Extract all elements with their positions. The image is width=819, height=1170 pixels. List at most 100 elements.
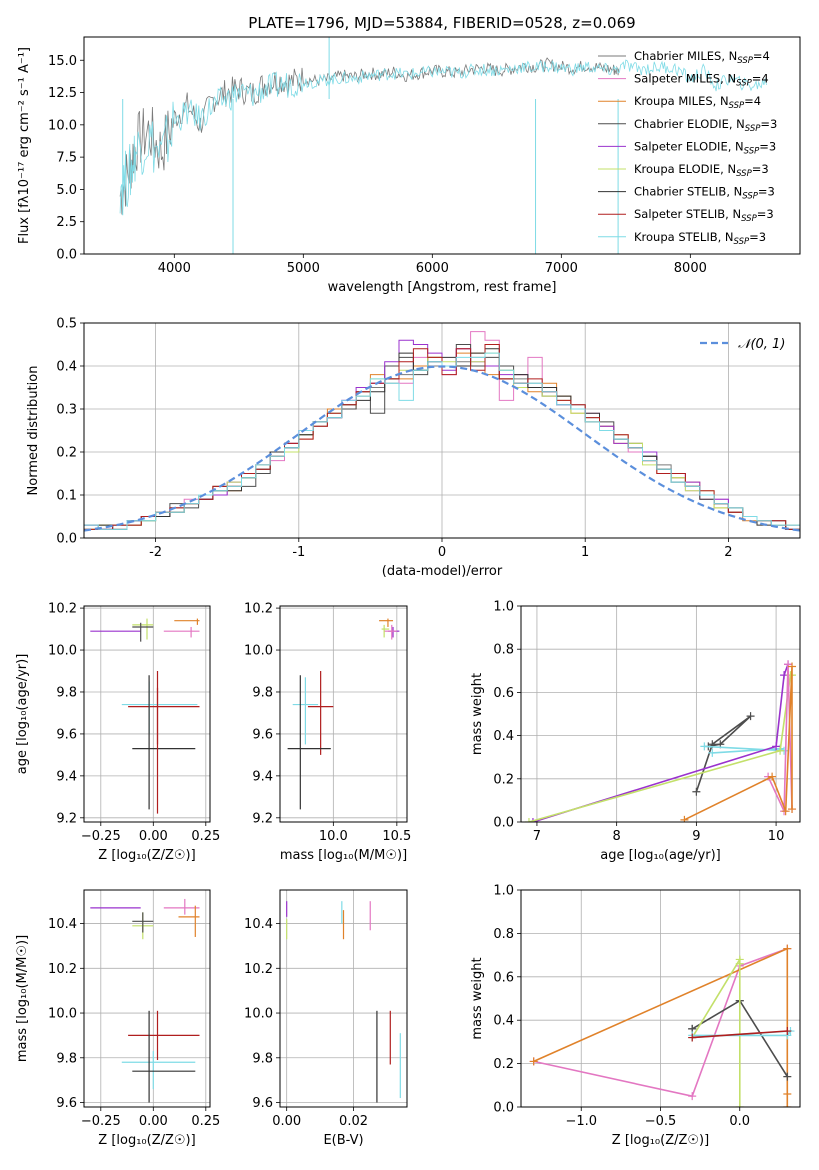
legend-subscript: SSP [742, 192, 758, 202]
y-tick-label: 9.4 [56, 769, 77, 784]
x-tick-label: -1 [292, 545, 305, 560]
y-axis-label: mass weight [470, 673, 485, 755]
plot-frame [83, 605, 211, 823]
y-tick-label: 9.2 [56, 811, 77, 826]
y-axis-label: Normed distribution [26, 366, 41, 496]
legend-label: Chabrier MILES, NSSP=4 [634, 49, 770, 66]
plus-marker [788, 805, 797, 814]
y-tick-label: 15.0 [48, 54, 77, 69]
y-tick-label: 0.8 [493, 927, 514, 942]
y-tick-label: 10.2 [48, 962, 77, 977]
y-tick-label: 1.0 [493, 600, 514, 615]
spectrum-line-chabrier-miles [119, 57, 620, 215]
x-tick-label: 10.5 [382, 829, 411, 844]
y-tick-label: 0.8 [493, 643, 514, 658]
x-tick-label: 0.02 [339, 1114, 368, 1129]
legend-name: Salpeter STELIB, N [634, 207, 741, 221]
y-tick-label: 0.0 [493, 1101, 514, 1116]
legend-name: Kroupa ELODIE, N [634, 162, 736, 176]
mass-weight-vs-metallicity-panel: −1.0 −0.5 0.0 0.0 0.2 0.4 0.6 0.8 1.0 Z [log₁₀(Z/… [470, 884, 801, 1148]
x-tick-label: 10.0 [319, 829, 348, 844]
y-tick-label: 0.4 [493, 729, 514, 744]
legend-label: Chabrier ELODIE, NSSP=3 [634, 117, 777, 134]
y-tick-label: 9.8 [56, 685, 77, 700]
y-tick-label: 7.5 [56, 151, 77, 166]
plus-marker [783, 1103, 792, 1107]
age-vs-metallicity-panel: −0.25 0.00 0.25 9.2 9.4 9.6 9.8 10.0 10.2 Z [log₁… [15, 602, 220, 863]
plot-area [287, 618, 400, 810]
legend-tail: =3 [757, 207, 774, 221]
x-tick-label: 0.00 [139, 1114, 168, 1129]
y-tick-label: 0.0 [493, 816, 514, 831]
x-tick-label: 4000 [158, 261, 191, 276]
legend-label: Salpeter STELIB, NSSP=3 [634, 207, 774, 224]
plus-marker [735, 1103, 744, 1107]
plus-marker [783, 944, 792, 953]
spectrum-line-kroupa-stelib [119, 59, 767, 214]
spectrum-panel: 4000 5000 6000 7000 8000 0.0 2.5 5.0 7.5 10.0 12.5… [17, 14, 801, 295]
x-tick-label: 0.25 [191, 829, 220, 844]
legend-tail: =4 [744, 94, 761, 108]
normal-curve [84, 365, 800, 532]
plus-marker [781, 807, 790, 816]
plot-area [286, 901, 401, 1103]
legend-tail: =3 [749, 230, 766, 244]
weight-line-kroupa-stelib [704, 745, 785, 754]
x-tick-label: −0.25 [81, 829, 121, 844]
y-axis-label: mass [log₁₀(M/M☉)] [15, 935, 30, 1062]
plus-marker [746, 712, 755, 721]
y-tick-label: 9.8 [252, 1051, 273, 1066]
plus-marker [768, 772, 777, 781]
y-tick-label: 10.0 [48, 118, 77, 133]
x-tick-label: 8 [613, 829, 621, 844]
y-tick-label: 10.4 [244, 917, 273, 932]
y-tick-label: 1.0 [493, 884, 514, 899]
y-tick-label: 0.0 [56, 532, 77, 547]
x-tick-label: 0.00 [272, 1114, 301, 1129]
plus-marker [776, 746, 785, 755]
x-tick-label: −0.5 [645, 1114, 677, 1129]
legend-name: Kroupa STELIB, N [634, 230, 734, 244]
plus-marker [528, 818, 537, 822]
legend-name: Kroupa MILES, N [634, 94, 729, 108]
plot-frame [83, 36, 801, 255]
x-axis-label: wavelength [Angstrom, rest frame] [328, 280, 557, 295]
y-tick-label: 10.2 [244, 962, 273, 977]
x-axis-label: (data-model)/error [382, 564, 503, 579]
y-tick-label: 0.6 [493, 970, 514, 985]
x-tick-label: 7 [533, 829, 541, 844]
y-tick-label: 9.8 [56, 1051, 77, 1066]
legend-label: Salpeter ELODIE, NSSP=3 [634, 139, 776, 156]
plus-marker [680, 815, 689, 822]
legend-tail: =3 [760, 117, 777, 131]
weight-line-salpeter-stelib [692, 1030, 788, 1039]
legend-label: Salpeter MILES, NSSP=4 [634, 72, 769, 89]
plus-marker [735, 959, 744, 968]
y-tick-label: 2.5 [56, 215, 77, 230]
x-tick-label: 9 [692, 829, 700, 844]
x-tick-label: 0.0 [729, 1114, 750, 1129]
y-tick-label: 0.2 [493, 772, 514, 787]
plot-area [529, 944, 795, 1107]
y-tick-label: 9.6 [252, 727, 273, 742]
y-tick-label: 10.0 [48, 644, 77, 659]
plot-frame [279, 605, 408, 823]
y-tick-label: 0.0 [56, 248, 77, 263]
y-tick-label: 10.0 [48, 1007, 77, 1022]
y-tick-label: 0.6 [493, 686, 514, 701]
weight-line-salpeter-elodie [532, 664, 789, 822]
y-tick-label: 0.2 [56, 446, 77, 461]
legend-subscript: SSP [736, 79, 752, 89]
legend-name: Chabrier MILES, N [634, 49, 737, 63]
legend-name: Chabrier ELODIE, N [634, 117, 745, 131]
x-tick-label: −1.0 [565, 1114, 597, 1129]
x-tick-label: 2 [724, 545, 732, 560]
y-tick-label: 0.2 [493, 1057, 514, 1072]
x-tick-label: 8000 [674, 261, 707, 276]
y-tick-label: 10.4 [48, 917, 77, 932]
legend-subscript: SSP [729, 101, 745, 111]
chart-title: PLATE=1796, MJD=53884, FIBERID=0528, z=0… [248, 14, 635, 32]
mass-vs-metallicity-panel: −0.25 0.00 0.25 9.6 9.8 10.0 10.2 10.4 Z [log₁₀(… [15, 889, 220, 1148]
x-axis-label: Z [log₁₀(Z/Z☉)] [612, 1133, 709, 1148]
